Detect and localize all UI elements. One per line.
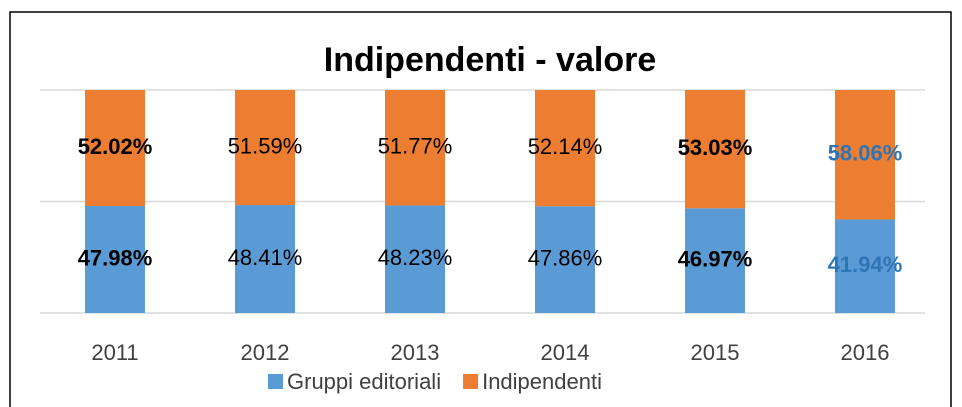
x-tick-label: 2012 <box>241 340 290 365</box>
data-label: 46.97% <box>678 246 753 271</box>
legend-label: Indipendenti <box>482 369 602 394</box>
data-label: 47.98% <box>78 245 153 270</box>
bar-segment <box>535 206 595 313</box>
bar-segment <box>685 90 745 209</box>
bar-segment <box>535 90 595 207</box>
x-tick-label: 2011 <box>91 340 138 365</box>
bar-segment <box>685 208 745 313</box>
data-label: 52.02% <box>78 134 153 159</box>
data-label: 52.14% <box>528 134 603 159</box>
chart-frame <box>9 11 952 407</box>
legend-swatch <box>463 374 479 389</box>
bar-segment <box>835 219 895 313</box>
x-tick-label: 2016 <box>841 340 890 365</box>
data-label: 51.59% <box>228 133 303 158</box>
bar-segment <box>835 90 895 220</box>
bar-segment <box>385 90 445 206</box>
x-tick-label: 2015 <box>691 340 740 365</box>
bar-segment <box>235 90 295 206</box>
chart-title: Indipendenti - valore <box>324 41 656 79</box>
data-label: 41.94% <box>828 252 903 277</box>
x-tick-label: 2014 <box>541 340 590 365</box>
data-label: 47.86% <box>528 245 603 270</box>
data-label: 58.06% <box>828 141 903 166</box>
data-label: 48.41% <box>228 245 303 270</box>
bar-segment <box>235 205 295 313</box>
data-label: 53.03% <box>678 135 753 160</box>
bar-segment <box>85 206 145 313</box>
bar-segment <box>385 205 445 313</box>
legend-label: Gruppi editoriali <box>287 369 441 394</box>
bar-segment <box>85 90 145 207</box>
legend-swatch <box>268 374 283 389</box>
x-tick-label: 2013 <box>391 340 440 365</box>
data-label: 51.77% <box>378 134 453 159</box>
data-label: 48.23% <box>378 245 453 270</box>
